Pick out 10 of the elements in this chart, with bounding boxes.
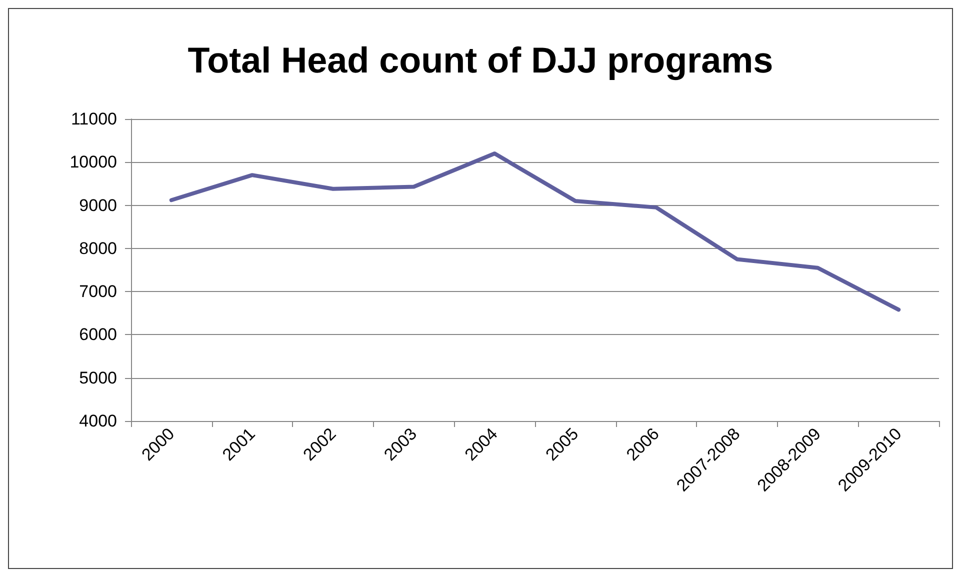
line-series — [169, 152, 901, 312]
y-tick-label: 8000 — [79, 238, 117, 258]
y-tick-label: 4000 — [79, 412, 117, 430]
y-tick-label: 10000 — [70, 152, 117, 172]
y-tick-label: 11000 — [70, 110, 117, 128]
y-tick-label: 7000 — [79, 282, 117, 302]
y-tick-label: 5000 — [79, 368, 117, 388]
chart-title: Total Head count of DJJ programs — [188, 40, 774, 80]
y-tick-label: 9000 — [79, 196, 117, 215]
y-tick-label: 6000 — [79, 325, 117, 344]
